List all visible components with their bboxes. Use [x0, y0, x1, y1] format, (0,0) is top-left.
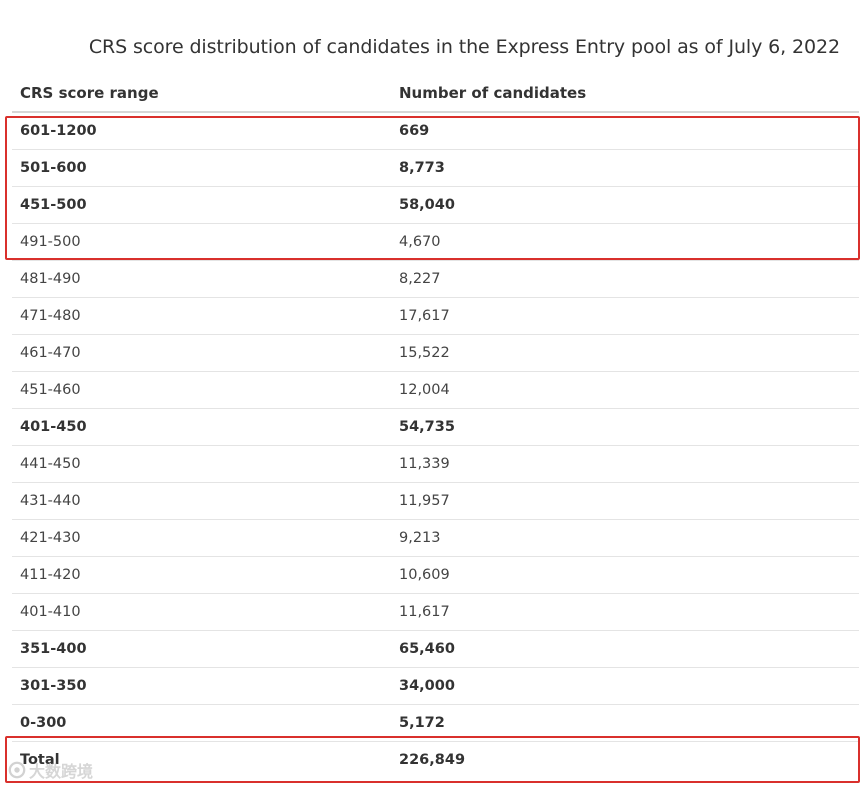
- cell-range: 601-1200: [20, 123, 97, 139]
- table-row: 491-500 4,670: [12, 224, 859, 261]
- table-row: 401-450 54,735: [12, 409, 859, 446]
- cell-range: 401-450: [20, 419, 87, 435]
- table-row: 481-490 8,227: [12, 261, 859, 298]
- cell-count: 65,460: [399, 641, 455, 657]
- cell-count: 17,617: [399, 308, 450, 324]
- cell-count: 11,617: [399, 604, 450, 620]
- table-row: 441-450 11,339: [12, 446, 859, 483]
- cell-count: 5,172: [399, 715, 445, 731]
- table-body: 601-1200 669 501-600 8,773 451-500 58,040 491-…: [12, 113, 859, 742]
- brand-logo-icon: [8, 761, 26, 779]
- cell-range: 481-490: [20, 271, 81, 287]
- watermark: 大数跨境: [8, 758, 93, 782]
- cell-count: 54,735: [399, 419, 455, 435]
- cell-range: 491-500: [20, 234, 81, 250]
- cell-range: 431-440: [20, 493, 81, 509]
- cell-range: 441-450: [20, 456, 81, 472]
- cell-range: 0-300: [20, 715, 67, 731]
- cell-range: 461-470: [20, 345, 81, 361]
- total-label: Total: [20, 752, 60, 768]
- crs-table: CRS score range Number of candidates 601…: [12, 74, 859, 778]
- cell-range: 301-350: [20, 678, 87, 694]
- table-row: 421-430 9,213: [12, 520, 859, 557]
- cell-count: 15,522: [399, 345, 450, 361]
- table-caption: CRS score distribution of candidates in …: [88, 36, 840, 58]
- cell-count: 34,000: [399, 678, 455, 694]
- total-count: 226,849: [399, 752, 466, 768]
- cell-count: 10,609: [399, 567, 450, 583]
- table-row: 471-480 17,617: [12, 298, 859, 335]
- table-header-row: CRS score range Number of candidates: [12, 74, 859, 113]
- cell-range: 451-460: [20, 382, 81, 398]
- cell-range: 471-480: [20, 308, 81, 324]
- column-header-count: Number of candidates: [399, 83, 587, 102]
- table-row: 301-350 34,000: [12, 668, 859, 705]
- table-row: 351-400 65,460: [12, 631, 859, 668]
- total-row: Total 226,849: [12, 742, 859, 778]
- table-row: 461-470 15,522: [12, 335, 859, 372]
- table-row: 0-300 5,172: [12, 705, 859, 742]
- cell-count: 11,957: [399, 493, 450, 509]
- table-row: 501-600 8,773: [12, 150, 859, 187]
- cell-count: 9,213: [399, 530, 441, 546]
- table-row: 401-410 11,617: [12, 594, 859, 631]
- cell-count: 58,040: [399, 197, 455, 213]
- cell-count: 4,670: [399, 234, 441, 250]
- table-row: 601-1200 669: [12, 113, 859, 150]
- table-row: 451-500 58,040: [12, 187, 859, 224]
- cell-count: 11,339: [399, 456, 450, 472]
- cell-count: 8,227: [399, 271, 441, 287]
- table-row: 431-440 11,957: [12, 483, 859, 520]
- cell-count: 669: [399, 123, 430, 139]
- cell-range: 501-600: [20, 160, 87, 176]
- table-row: 411-420 10,609: [12, 557, 859, 594]
- cell-range: 401-410: [20, 604, 81, 620]
- cell-range: 421-430: [20, 530, 81, 546]
- cell-range: 351-400: [20, 641, 87, 657]
- watermark-text: 大数跨境: [29, 762, 94, 781]
- table-row: 451-460 12,004: [12, 372, 859, 409]
- column-header-range: CRS score range: [20, 83, 159, 102]
- cell-range: 451-500: [20, 197, 87, 213]
- cell-count: 12,004: [399, 382, 450, 398]
- cell-range: 411-420: [20, 567, 81, 583]
- cell-count: 8,773: [399, 160, 445, 176]
